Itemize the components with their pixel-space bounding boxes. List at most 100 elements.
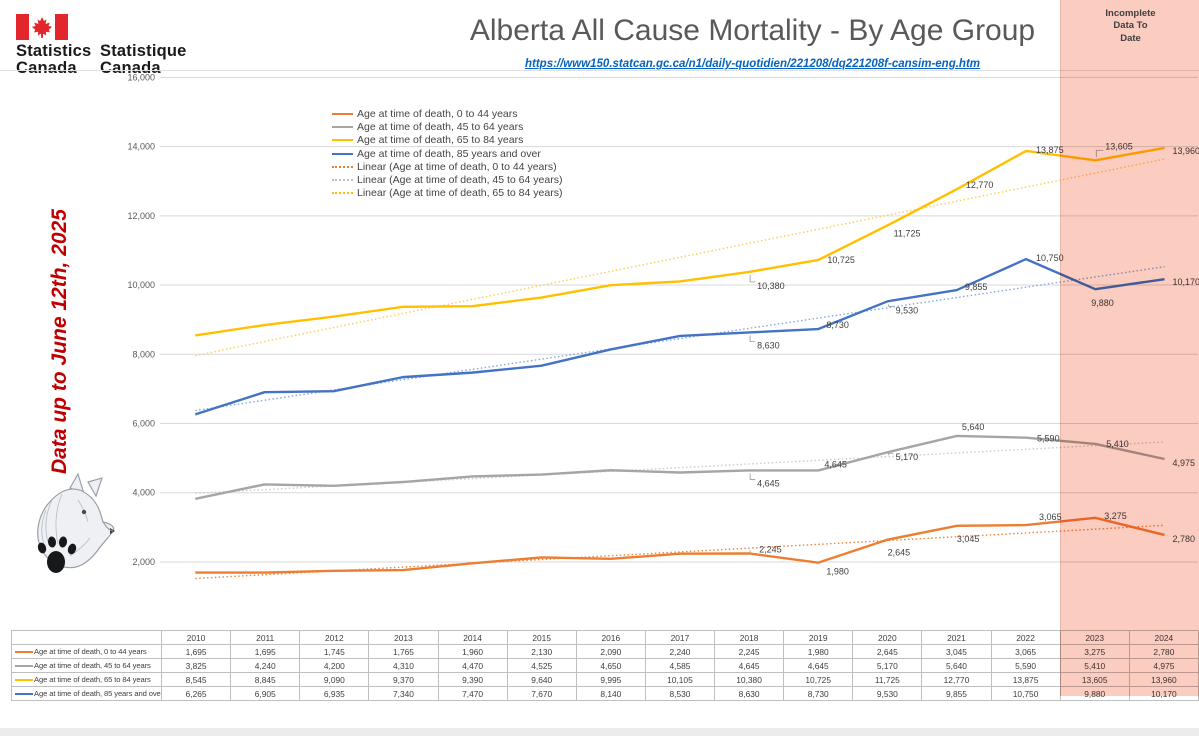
value-cell[interactable]: 8,545 — [160, 672, 232, 687]
value-cell[interactable]: 10,725 — [783, 672, 854, 687]
logo-en-line1: Statistics — [16, 42, 92, 60]
value-cell[interactable]: 8,730 — [783, 686, 854, 701]
logo-en-line2: Canada — [16, 58, 77, 77]
data-label: 5,170 — [896, 452, 919, 462]
value-cell[interactable]: 1,765 — [368, 644, 439, 659]
value-cell[interactable]: 5,590 — [990, 658, 1061, 673]
value-cell[interactable]: 2,245 — [713, 644, 785, 659]
value-cell[interactable]: 8,530 — [644, 686, 716, 701]
value-cell[interactable]: 4,645 — [713, 658, 785, 673]
y-axis-tick: 6,000 — [132, 419, 155, 429]
value-cell[interactable]: 10,105 — [644, 672, 716, 687]
value-cell[interactable]: 6,935 — [299, 686, 370, 701]
value-cell[interactable]: 1,745 — [299, 644, 370, 659]
page-title: Alberta All Cause Mortality - By Age Gro… — [469, 14, 1036, 47]
value-cell[interactable]: 4,310 — [368, 658, 439, 673]
value-cell[interactable]: 9,090 — [299, 672, 370, 687]
value-cell[interactable]: 6,265 — [160, 686, 232, 701]
year-header-cell[interactable]: 2019 — [783, 630, 854, 645]
value-cell[interactable]: 9,855 — [921, 686, 992, 701]
legend-item: Age at time of death, 85 years and over — [332, 147, 562, 160]
value-cell[interactable]: 4,470 — [437, 658, 508, 673]
value-cell[interactable]: 9,390 — [437, 672, 508, 687]
series-label-cell[interactable]: Age at time of death, 0 to 44 years — [11, 644, 162, 659]
value-cell[interactable]: 2,130 — [506, 644, 577, 659]
source-link[interactable]: https://www150.statcan.gc.ca/n1/daily-qu… — [524, 58, 981, 70]
value-cell[interactable]: 2,090 — [575, 644, 646, 659]
data-label: 12,770 — [966, 180, 994, 190]
data-label: 5,640 — [962, 422, 985, 432]
value-cell[interactable]: 1,695 — [230, 644, 301, 659]
series-swatch-icon — [15, 651, 33, 653]
value-cell[interactable]: 8,140 — [575, 686, 646, 701]
legend-item: Linear (Age at time of death, 0 to 44 ye… — [332, 160, 562, 173]
value-cell[interactable]: 11,725 — [852, 672, 923, 687]
paw-print-icon — [37, 536, 77, 573]
y-axis-tick: 10,000 — [127, 280, 155, 290]
value-cell[interactable]: 2,645 — [852, 644, 923, 659]
data-label: 3,065 — [1039, 512, 1062, 522]
legend-item: Age at time of death, 45 to 64 years — [332, 120, 562, 133]
series-label-cell[interactable]: Age at time of death, 85 years and over — [11, 686, 162, 701]
year-header-cell[interactable]: 2020 — [852, 630, 923, 645]
value-cell[interactable]: 4,240 — [230, 658, 301, 673]
table-header-row: 2010 2011 2012 2013 2014 2015 2016 2017 2018 2019… — [11, 630, 1199, 645]
legend-label: Linear (Age at time of death, 65 to 84 y… — [357, 187, 563, 200]
value-cell[interactable]: 6,905 — [230, 686, 301, 701]
mortality-line-chart: 2,000 4,000 6,000 8,000 10,000 12,000 14,000 16… — [127, 72, 1199, 580]
series-swatch-icon — [15, 693, 33, 695]
year-header-cell[interactable]: 2014 — [437, 630, 508, 645]
year-header-cell[interactable]: 2017 — [644, 630, 716, 645]
value-cell[interactable]: 8,630 — [713, 686, 785, 701]
series-label-cell[interactable]: Age at time of death, 65 to 84 years — [11, 672, 162, 687]
value-cell[interactable]: 1,695 — [160, 644, 232, 659]
year-header-cell[interactable]: 2021 — [921, 630, 992, 645]
data-label: 13,875 — [1036, 145, 1064, 155]
legend-label: Linear (Age at time of death, 0 to 44 ye… — [357, 160, 557, 173]
year-header-cell[interactable]: 2022 — [990, 630, 1061, 645]
value-cell[interactable]: 9,370 — [368, 672, 439, 687]
value-cell[interactable]: 3,065 — [990, 644, 1061, 659]
value-cell[interactable]: 5,640 — [921, 658, 992, 673]
value-cell[interactable]: 4,585 — [644, 658, 716, 673]
value-cell[interactable]: 4,200 — [299, 658, 370, 673]
value-cell[interactable]: 1,960 — [437, 644, 508, 659]
data-label: 1,980 — [826, 567, 849, 577]
value-cell[interactable]: 8,845 — [230, 672, 301, 687]
value-cell[interactable]: 13,875 — [990, 672, 1061, 687]
label-leader — [888, 452, 894, 456]
data-table: 2010 2011 2012 2013 2014 2015 2016 2017 2018 2019… — [11, 630, 1199, 701]
value-cell[interactable]: 4,645 — [783, 658, 854, 673]
value-cell[interactable]: 4,525 — [506, 658, 577, 673]
value-cell[interactable]: 12,770 — [921, 672, 992, 687]
label-leader — [749, 335, 756, 342]
logo-fr-line1: Statistique — [100, 42, 187, 60]
data-label: 11,725 — [894, 228, 921, 238]
value-cell[interactable]: 7,670 — [506, 686, 577, 701]
value-cell[interactable]: 9,995 — [575, 672, 646, 687]
value-cell[interactable]: 4,650 — [575, 658, 646, 673]
value-cell[interactable]: 9,530 — [852, 686, 923, 701]
year-header-cell[interactable]: 2011 — [230, 630, 301, 645]
value-cell[interactable]: 2,240 — [644, 644, 716, 659]
year-header-cell[interactable]: 2015 — [506, 630, 577, 645]
value-cell[interactable]: 3,825 — [160, 658, 232, 673]
year-header-cell[interactable]: 2010 — [160, 630, 232, 645]
year-header-cell[interactable]: 2012 — [299, 630, 370, 645]
value-cell[interactable]: 7,470 — [437, 686, 508, 701]
value-cell[interactable]: 1,980 — [783, 644, 854, 659]
year-header-cell[interactable]: 2013 — [368, 630, 439, 645]
value-cell[interactable]: 9,640 — [506, 672, 577, 687]
series-label-cell[interactable]: Age at time of death, 45 to 64 years — [11, 658, 162, 673]
label-leader — [749, 550, 758, 554]
legend-label: Age at time of death, 65 to 84 years — [357, 134, 524, 147]
table-corner-cell[interactable] — [11, 630, 162, 645]
legend-dotted-line-icon — [332, 192, 353, 195]
year-header-cell[interactable]: 2016 — [575, 630, 646, 645]
year-header-cell[interactable]: 2018 — [713, 630, 785, 645]
value-cell[interactable]: 10,380 — [713, 672, 785, 687]
value-cell[interactable]: 5,170 — [852, 658, 923, 673]
value-cell[interactable]: 7,340 — [368, 686, 439, 701]
value-cell[interactable]: 10,750 — [990, 686, 1061, 701]
value-cell[interactable]: 3,045 — [921, 644, 992, 659]
